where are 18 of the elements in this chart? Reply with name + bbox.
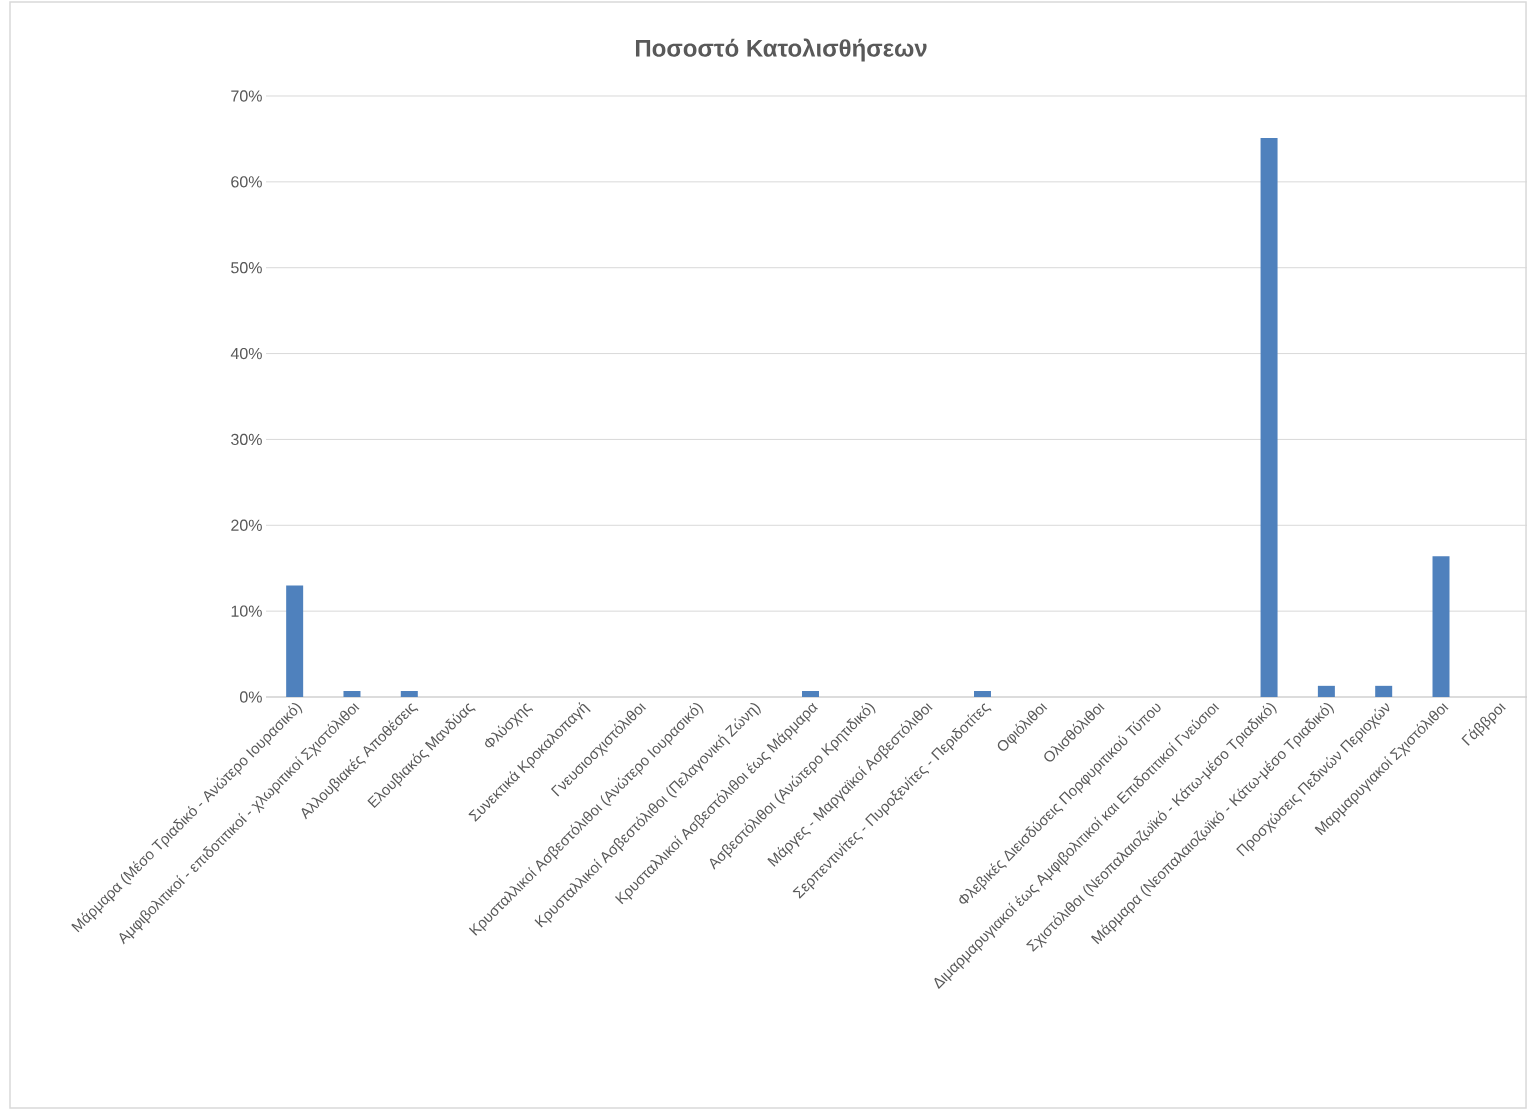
bar	[1260, 138, 1278, 697]
y-tick-label: 20%	[231, 519, 262, 531]
chart-title: Ποσοστό Κατολισθήσεων	[635, 38, 927, 62]
bar	[802, 690, 820, 697]
bar	[973, 690, 991, 697]
bar	[1375, 685, 1393, 697]
y-tick-label: 70%	[231, 90, 262, 102]
bar	[343, 690, 361, 697]
y-tick-label: 0%	[239, 691, 262, 703]
y-tick-label: 50%	[231, 262, 262, 274]
y-tick-label: 40%	[230, 347, 262, 360]
y-tick-label: 10%	[231, 605, 262, 617]
bar	[1432, 556, 1450, 697]
bar	[400, 690, 418, 697]
y-tick-label: 30%	[231, 433, 262, 446]
bar	[286, 585, 304, 697]
bar	[1317, 685, 1335, 697]
y-tick-label: 60%	[231, 176, 262, 188]
